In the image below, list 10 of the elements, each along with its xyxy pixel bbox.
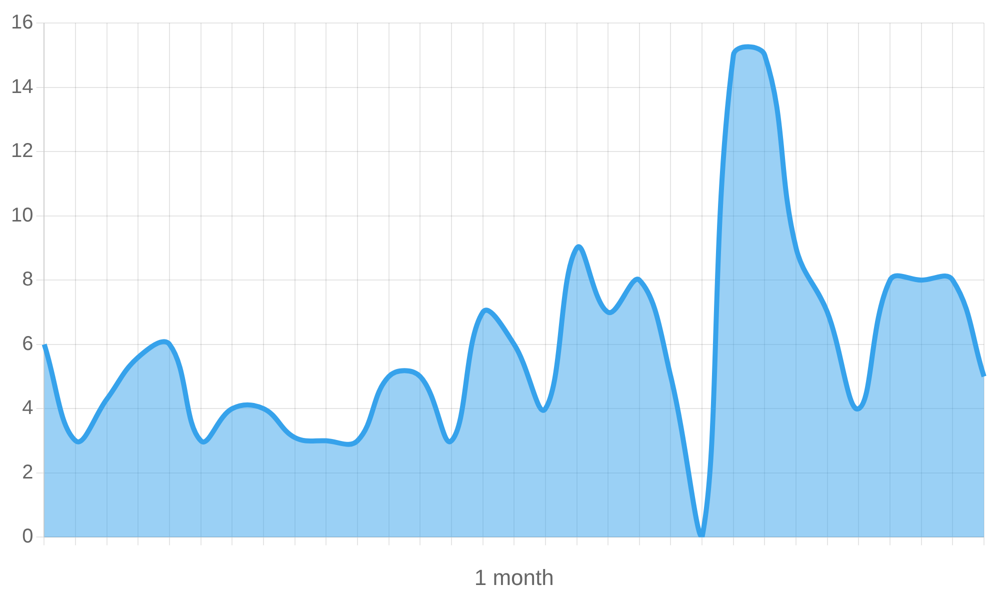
y-tick-label: 10: [10, 204, 34, 226]
y-tick-label: 12: [10, 140, 34, 162]
y-tick-label: 0: [22, 526, 34, 548]
y-tick-label: 8: [22, 268, 34, 291]
y-tick-label: 14: [10, 76, 34, 98]
y-tick-label: 16: [10, 12, 34, 34]
y-tick-label: 4: [22, 397, 34, 420]
y-tick-label: 6: [22, 332, 34, 355]
x-axis-title: 1 month: [474, 564, 554, 590]
y-tick-label: 2: [22, 461, 34, 484]
